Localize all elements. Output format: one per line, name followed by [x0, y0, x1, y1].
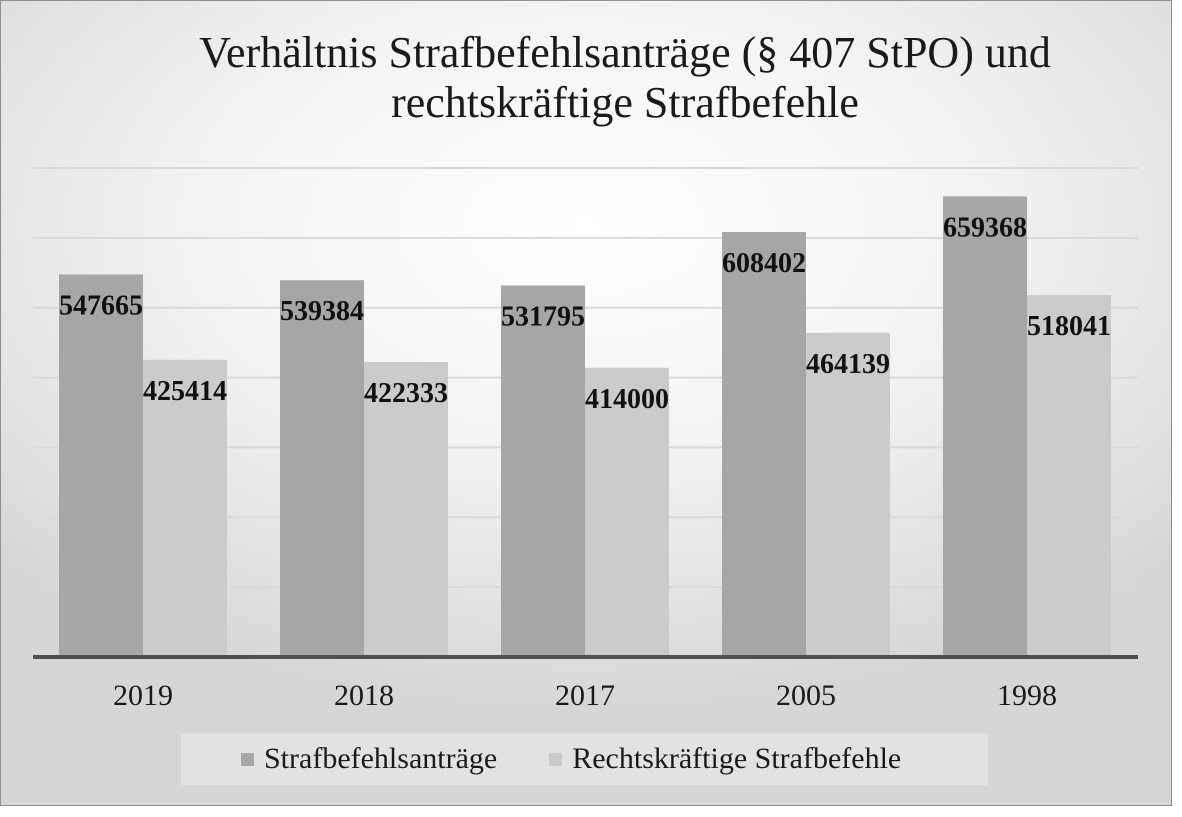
x-tick-label: 2019 [113, 679, 173, 712]
data-label: 414000 [585, 384, 669, 415]
bar-strafbefehlsantraege-2017 [501, 285, 585, 657]
bar-rechtskraeftige-2018 [364, 361, 448, 657]
legend-item-series-1: Strafbefehlsanträge [241, 742, 497, 776]
x-tick-label: 2018 [334, 679, 394, 712]
x-tick-label: 1998 [997, 679, 1057, 712]
data-label: 464139 [806, 349, 890, 380]
data-label: 422333 [364, 378, 448, 409]
bar-strafbefehlsantraege-2018 [280, 280, 364, 657]
legend-label-series-1: Strafbefehlsanträge [264, 742, 498, 775]
bar-strafbefehlsantraege-2019 [59, 274, 143, 657]
bar-rechtskraeftige-1998 [1027, 295, 1111, 657]
legend-label-series-2: Rechtskräftige Strafbefehle [572, 742, 902, 775]
chart-title-line-2: rechtskräftige Strafbefehle [391, 78, 859, 127]
legend: Strafbefehlsanträge Rechtskräftige Straf… [181, 733, 988, 785]
legend-swatch-series-1 [241, 752, 254, 766]
data-label: 425414 [143, 376, 227, 407]
data-labels: 547665 425414 539384 422333 531795 414000 6084… [59, 212, 1111, 414]
x-tick-label: 2017 [555, 679, 615, 712]
data-label: 608402 [722, 248, 806, 279]
data-label: 547665 [59, 290, 143, 321]
chart-title-line-1: Verhältnis Strafbefehlsanträge (§ 407 St… [199, 28, 1051, 77]
bar-strafbefehlsantraege-1998 [943, 196, 1027, 658]
chart-title: Verhältnis Strafbefehlsanträge (§ 407 St… [0, 28, 1182, 128]
x-axis: 2019 2018 2017 2005 1998 [33, 655, 1138, 712]
legend-item-series-2: Rechtskräftige Strafbefehle [549, 742, 901, 776]
data-label: 518041 [1027, 311, 1111, 342]
bars [59, 196, 1111, 658]
x-tick-label: 2005 [776, 679, 836, 712]
bar-strafbefehlsantraege-2005 [722, 231, 806, 658]
data-label: 531795 [501, 302, 585, 333]
data-label: 659368 [943, 212, 1027, 243]
bar-rechtskraeftige-2019 [143, 359, 227, 657]
legend-swatch-series-2 [549, 752, 563, 766]
data-label: 539384 [280, 296, 364, 327]
bar-rechtskraeftige-2017 [585, 367, 669, 657]
bar-rechtskraeftige-2005 [806, 332, 890, 657]
